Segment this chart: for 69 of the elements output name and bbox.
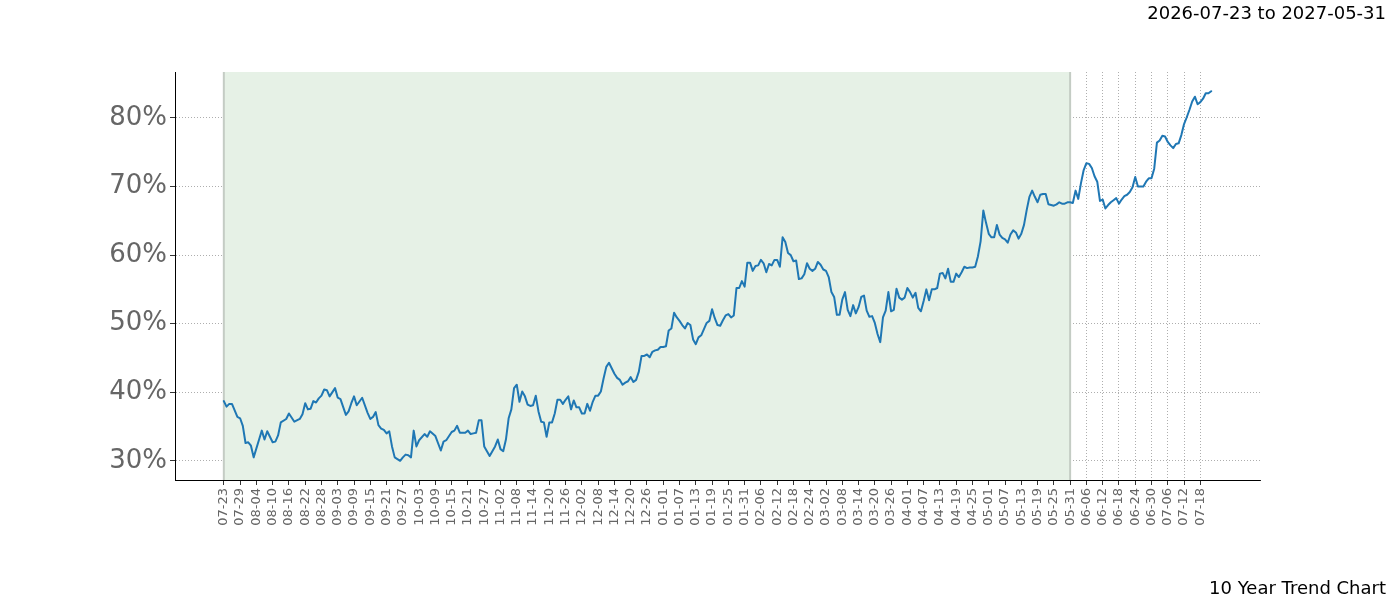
x-tick-label: 03-14 <box>849 488 865 526</box>
x-tick-label: 01-19 <box>703 488 719 526</box>
x-tick-label: 04-07 <box>915 488 931 526</box>
x-tick-label: 11-08 <box>508 488 524 526</box>
x-tick-label: 07-23 <box>215 488 231 526</box>
x-tick-label: 05-07 <box>996 488 1012 526</box>
x-tick-label: 06-30 <box>1142 488 1158 526</box>
x-tick-label: 11-14 <box>524 488 540 526</box>
x-tick-label: 05-31 <box>1061 488 1077 526</box>
x-tick-label: 07-12 <box>1175 488 1191 526</box>
x-tick-label: 01-25 <box>719 488 735 526</box>
x-tick-label: 10-27 <box>475 488 491 526</box>
y-tick-label: 30% <box>109 443 167 474</box>
y-tick-label: 50% <box>109 306 167 337</box>
x-tick-label: 09-15 <box>361 488 377 526</box>
x-tick-label: 03-26 <box>882 488 898 526</box>
x-tick-label: 09-09 <box>345 488 361 526</box>
y-tick-label: 60% <box>109 237 167 268</box>
x-tick-label: 03-20 <box>866 488 882 526</box>
x-tick-label: 02-18 <box>784 488 800 526</box>
x-tick-label: 10-09 <box>426 488 442 526</box>
x-tick-label: 01-07 <box>670 488 686 526</box>
x-tick-label: 05-13 <box>1012 488 1028 526</box>
x-tick-label: 05-25 <box>1045 488 1061 526</box>
x-tick-label: 04-25 <box>963 488 979 526</box>
x-tick-label: 07-06 <box>1159 488 1175 526</box>
x-tick-label: 09-03 <box>329 488 345 526</box>
x-tick-label: 06-18 <box>1110 488 1126 526</box>
x-tick-label: 01-13 <box>687 488 703 526</box>
y-tick-label: 40% <box>109 374 167 405</box>
x-tick-label: 09-21 <box>377 488 393 526</box>
x-tick-label: 05-19 <box>1028 488 1044 526</box>
x-tick-label: 12-02 <box>573 488 589 526</box>
x-tick-label: 08-28 <box>312 488 328 526</box>
chart-title: 2026-07-23 to 2027-05-31 <box>1147 2 1386 23</box>
x-tick-label: 06-24 <box>1126 488 1142 526</box>
x-tick-label: 07-29 <box>231 488 247 526</box>
x-tick-label: 12-14 <box>605 488 621 526</box>
x-tick-label: 12-20 <box>622 488 638 526</box>
x-tick-label: 02-24 <box>801 488 817 526</box>
x-tick-label: 03-02 <box>817 488 833 526</box>
x-tick-label: 08-22 <box>296 488 312 526</box>
x-tick-label: 11-20 <box>540 488 556 526</box>
x-tick-label: 04-13 <box>931 488 947 526</box>
text: 10 Year Trend Chart <box>1209 577 1386 598</box>
x-tick-label: 03-08 <box>833 488 849 526</box>
x-tick-label: 09-27 <box>394 488 410 526</box>
x-tick-label: 02-12 <box>768 488 784 526</box>
x-tick-label: 11-26 <box>556 488 572 526</box>
x-tick-label: 10-15 <box>443 488 459 526</box>
x-tick-label: 08-10 <box>264 488 280 526</box>
x-tick-label: 08-16 <box>280 488 296 526</box>
x-tick-label: 07-18 <box>1191 488 1207 526</box>
x-tick-label: 10-03 <box>410 488 426 526</box>
x-tick-label: 06-12 <box>1094 488 1110 526</box>
x-tick-label: 01-01 <box>654 488 670 526</box>
x-tick-label: 10-21 <box>459 488 475 526</box>
x-tick-label: 08-04 <box>247 488 263 526</box>
x-tick-label: 12-26 <box>638 488 654 526</box>
x-tick-label: 12-08 <box>589 488 605 526</box>
x-tick-label: 04-19 <box>947 488 963 526</box>
x-tick-label: 11-02 <box>491 488 507 526</box>
x-tick-label: 02-06 <box>752 488 768 526</box>
x-tick-label: 04-01 <box>898 488 914 526</box>
y-tick-label: 70% <box>109 169 167 200</box>
x-tick-label: 01-31 <box>736 488 751 526</box>
x-tick-label: 06-06 <box>1077 488 1093 526</box>
x-tick-label: 05-01 <box>980 488 996 526</box>
y-tick-label: 80% <box>109 100 167 131</box>
